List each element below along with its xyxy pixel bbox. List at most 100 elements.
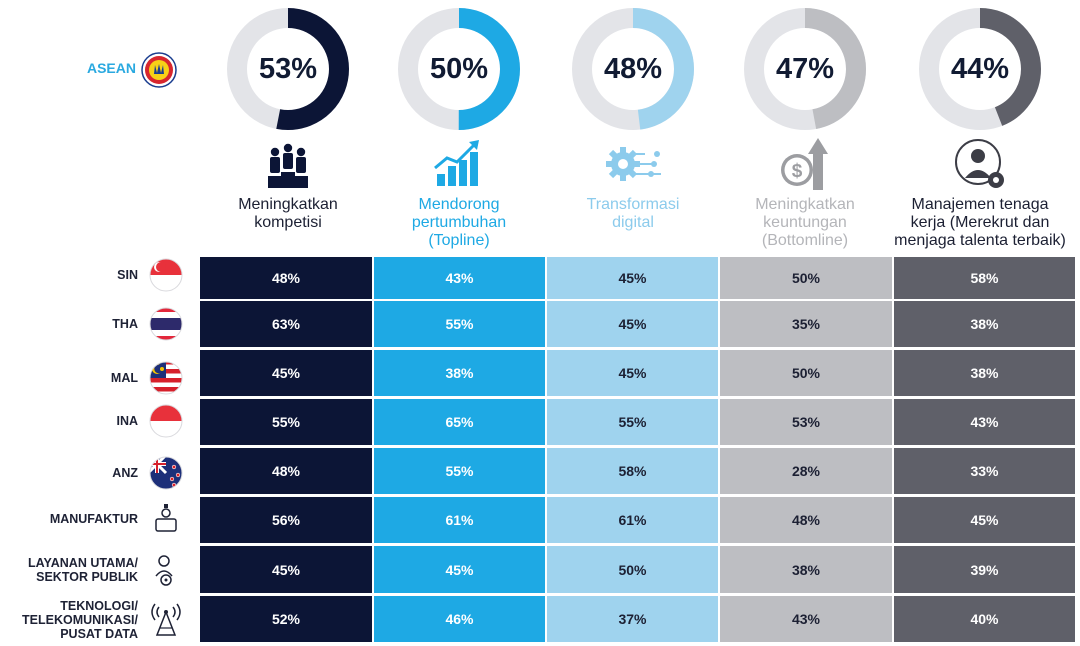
table-cell: 55% [200, 399, 372, 445]
table-cell: 45% [547, 301, 718, 347]
donut-value: 50% [429, 53, 489, 85]
donut-arc [227, 8, 349, 130]
column-label-line: (Topline) [428, 232, 490, 249]
people-podium-icon [268, 143, 308, 188]
table-cell: 48% [720, 497, 892, 543]
column-label-line: kerja (Merekrut dan [910, 214, 1050, 231]
table-cell: 39% [894, 546, 1075, 593]
table-cell: 63% [200, 301, 372, 347]
person-gear-icon [955, 139, 1004, 188]
table-cell: 55% [547, 399, 718, 445]
growth-chart-icon [434, 140, 479, 186]
donut-arc [744, 8, 866, 130]
row-label: INA [0, 414, 138, 428]
table-cell: 65% [374, 399, 545, 445]
row-label: ANZ [0, 466, 138, 480]
table-cell: 38% [894, 301, 1075, 347]
row-label-line: THA [112, 317, 138, 331]
row-label-line: TEKNOLOGI/ [60, 599, 138, 613]
row-label-line: SIN [117, 268, 138, 282]
asean-label: ASEAN [86, 60, 136, 76]
column-label-topline: Mendorong pertumbuhan (Topline) [364, 196, 554, 250]
table-cell: 33% [894, 448, 1075, 494]
table-cell: 35% [720, 301, 892, 347]
donut-value: 53% [258, 53, 318, 85]
table-cell: 38% [720, 546, 892, 593]
digital-gear-icon [606, 147, 661, 181]
column-label-line: (Bottomline) [761, 232, 849, 249]
table-cell: 45% [200, 546, 372, 593]
donut-bottomline [744, 8, 866, 130]
donut-talenta [919, 8, 1041, 130]
donut-digital [572, 8, 694, 130]
donut-value: 44% [950, 53, 1010, 85]
public-service-icon [155, 555, 173, 586]
table-cell: 46% [374, 596, 545, 642]
column-label-line: Meningkatkan [238, 196, 338, 213]
table-cell: 58% [547, 448, 718, 494]
table-cell: 50% [720, 350, 892, 396]
column-label-line: menjaga talenta terbaik) [894, 232, 1066, 249]
row-label: LAYANAN UTAMA/SEKTOR PUBLIK [0, 556, 138, 584]
row-label: TEKNOLOGI/TELEKOMUNIKASI/PUSAT DATA [0, 599, 138, 641]
telecom-tower-icon [151, 603, 181, 636]
row-label: THA [0, 317, 138, 331]
row-label-line: MANUFAKTUR [49, 512, 138, 526]
table-cell: 58% [894, 257, 1075, 299]
table-cell: 45% [894, 497, 1075, 543]
table-cell: 28% [720, 448, 892, 494]
row-label-line: ANZ [112, 466, 138, 480]
table-cell: 45% [547, 350, 718, 396]
table-cell: 61% [547, 497, 718, 543]
table-cell: 52% [200, 596, 372, 642]
table-cell: 50% [720, 257, 892, 299]
column-label-line: Mendorong [418, 196, 500, 213]
column-label-line: Transformasi [586, 196, 680, 213]
column-label-line: keuntungan [763, 214, 847, 231]
column-label-line: pertumbuhan [411, 214, 507, 231]
new-zealand-flag-icon [149, 456, 183, 490]
row-label: MANUFAKTUR [0, 512, 138, 526]
donut-value: 47% [775, 53, 835, 85]
column-label-talenta: Manajemen tenaga kerja (Merekrut dan menja… [885, 196, 1075, 250]
table-cell: 55% [374, 448, 545, 494]
table-cell: 53% [720, 399, 892, 445]
table-cell: 38% [894, 350, 1075, 396]
table-cell: 61% [374, 497, 545, 543]
row-label-line: MAL [110, 371, 138, 385]
column-label-line: Meningkatkan [755, 196, 855, 213]
table-cell: 38% [374, 350, 545, 396]
column-label-kompetisi: Meningkatkan kompetisi [193, 196, 383, 232]
table-cell: 43% [720, 596, 892, 642]
indonesia-flag-icon [149, 404, 183, 438]
table-cell: 45% [200, 350, 372, 396]
table-cell: 45% [374, 546, 545, 593]
donut-topline [398, 8, 520, 130]
table-cell: 48% [200, 448, 372, 494]
table-cell: 37% [547, 596, 718, 642]
svg-text:$: $ [792, 161, 803, 182]
asean-emblem-icon [141, 52, 177, 88]
malaysia-flag-icon [149, 361, 183, 395]
factory-worker-icon [155, 504, 177, 532]
row-label: MAL [0, 371, 138, 385]
row-label: SIN [0, 268, 138, 282]
table-cell: 40% [894, 596, 1075, 642]
row-label-line: TELEKOMUNIKASI/ [22, 613, 138, 627]
table-cell: 45% [547, 257, 718, 299]
table-cell: 48% [200, 257, 372, 299]
table-cell: 56% [200, 497, 372, 543]
column-label-digital: Transformasi digital [538, 196, 728, 232]
donut-arc [398, 8, 520, 130]
row-label-line: LAYANAN UTAMA/ [28, 556, 138, 570]
table-cell: 43% [374, 257, 545, 299]
row-label-line: SEKTOR PUBLIK [36, 570, 138, 584]
thailand-flag-icon [149, 307, 183, 341]
column-label-line: digital [612, 214, 654, 231]
row-label-line: PUSAT DATA [60, 627, 138, 641]
column-label-line: kompetisi [254, 214, 322, 231]
donut-kompetisi [227, 8, 349, 130]
dollar-arrow-icon: $ [781, 138, 828, 190]
table-cell: 43% [894, 399, 1075, 445]
